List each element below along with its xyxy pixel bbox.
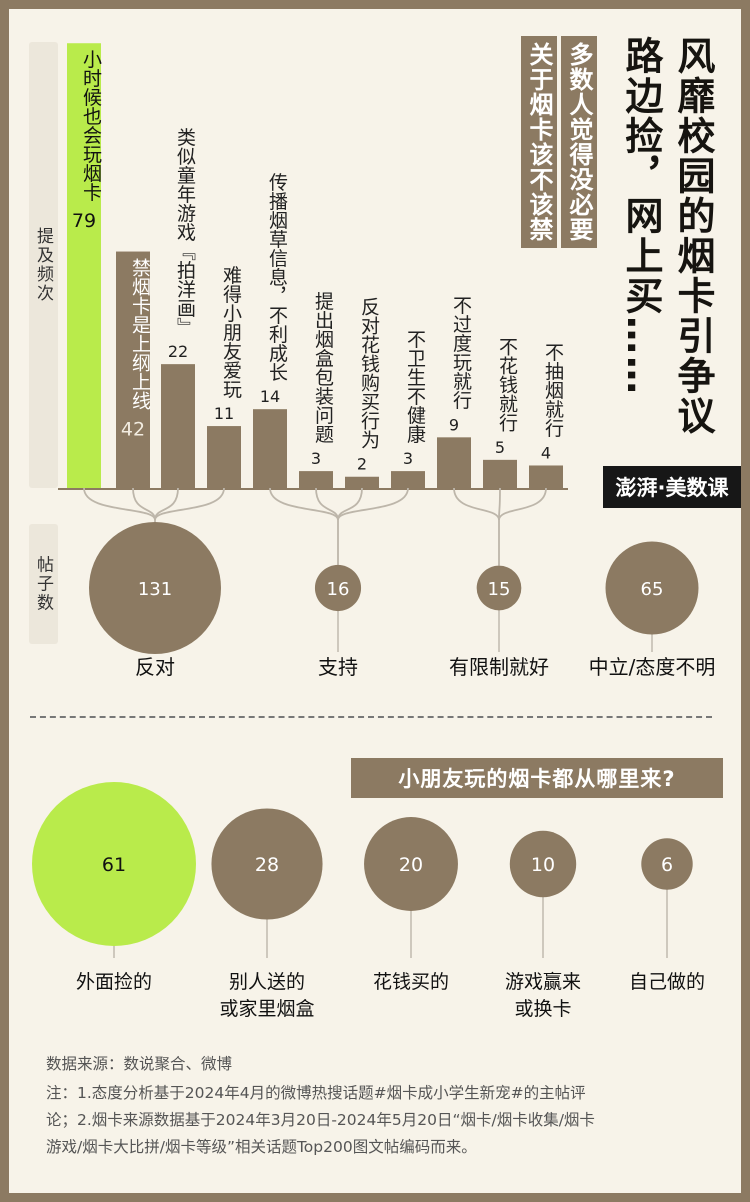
bar-value-1: 79: [72, 210, 96, 232]
connector-2-1: [269, 487, 339, 521]
bar-value-11: 4: [541, 443, 551, 462]
attitude-value-2: 16: [327, 579, 350, 600]
bubble-axis-label-box: 帖子数: [29, 524, 58, 644]
attitude-value-3: 15: [488, 579, 511, 600]
bar-label-8: 不卫生不健康: [404, 329, 426, 443]
source-label-1: 外面捡的: [76, 971, 152, 993]
connector-1-1: [83, 487, 156, 521]
source-bubble-3: [364, 817, 458, 911]
bar-value-2: 42: [121, 419, 145, 441]
bar-3: [161, 364, 195, 488]
data-source: 数据来源：数说聚合、微博: [46, 1055, 233, 1073]
bar-value-8: 3: [403, 449, 413, 468]
source-bubble-4: [509, 830, 577, 898]
attitude-label-3: 有限制就好: [449, 655, 549, 679]
bar-value-7: 2: [357, 455, 367, 474]
attitude-bubble-2: [314, 564, 362, 612]
bar-label-10: 不花钱就行: [496, 337, 518, 432]
bubble-axis-label: 帖子数: [33, 555, 53, 613]
bar-10: [483, 459, 517, 488]
footnote-line-2: 论；2.烟卡来源数据基于2024年3月20日-2024年5月20日“烟卡/烟卡收…: [46, 1111, 595, 1129]
bar-value-10: 5: [495, 438, 505, 457]
source-bubble-2: [211, 808, 323, 920]
attitude-bubble-3: [476, 565, 522, 611]
footnote-line-3: 游戏/烟卡大比拼/烟卡等级”相关话题Top200图文帖编码而来。: [46, 1138, 477, 1156]
bar-axis-label-box: 提及频次: [29, 42, 58, 488]
attitude-value-1: 131: [138, 579, 172, 600]
main-title-line-2: 路边捡，网上买……: [619, 36, 663, 396]
bar-label-3: 类似童年游戏『拍洋画』: [174, 127, 196, 336]
bar-value-9: 9: [449, 415, 459, 434]
attitude-label-2: 支持: [318, 655, 358, 679]
source-label-3: 花钱买的: [373, 971, 449, 993]
bar-label-6: 提出烟盒包装问题: [312, 291, 334, 443]
connector-2-2: [315, 487, 339, 521]
bar-6: [299, 471, 333, 488]
source-bubble-1: [32, 782, 196, 946]
source-value-1: 61: [102, 854, 126, 876]
bar-2: [116, 251, 150, 488]
bar-8: [391, 471, 425, 488]
source-label-4-2: 或换卡: [514, 998, 571, 1020]
attitude-label-4: 中立/态度不明: [589, 655, 716, 679]
footnote-line-1: 注：1.态度分析基于2024年4月的微博热搜话题#烟卡成小学生新宠#的主帖评: [46, 1084, 586, 1102]
connector-2-4: [337, 487, 409, 521]
source-value-3: 20: [399, 854, 423, 876]
source-label-5: 自己做的: [629, 971, 705, 993]
source-value-2: 28: [255, 854, 279, 876]
source-label-2-2: 或家里烟盒: [219, 998, 314, 1020]
brand-logo: 澎湃·美数课: [603, 466, 741, 508]
source-value-4: 10: [531, 854, 555, 876]
bar-label-1: 小时候也会玩烟卡: [80, 49, 102, 201]
bar-label-5: 传播烟草信息，不利成长: [266, 172, 288, 381]
attitude-label-1: 反对: [135, 655, 175, 679]
connector-3-2: [498, 487, 501, 521]
bar-label-7: 反对花钱购买行为: [358, 296, 380, 448]
bar-1: [67, 43, 101, 488]
subtitle-line-1: 多数人觉得没必要: [561, 36, 597, 248]
bar-9: [437, 437, 471, 488]
source-bubble-5: [641, 838, 693, 890]
connector-1-2: [132, 487, 156, 521]
connector-3-3: [498, 487, 547, 521]
section-divider: [30, 716, 712, 718]
main-title-line-1: 风靡校园的烟卡引争议: [671, 36, 715, 436]
source-chart-title: 小朋友玩的烟卡都从哪里来?: [351, 758, 723, 798]
attitude-value-4: 65: [641, 579, 664, 600]
source-label-2-1: 别人送的: [229, 971, 305, 993]
bar-axis-label: 提及频次: [33, 227, 53, 303]
bar-label-2: 禁烟卡是上纲上线: [129, 257, 151, 409]
bar-value-6: 3: [311, 449, 321, 468]
bar-label-4: 难得小朋友爱玩: [220, 265, 242, 398]
source-value-5: 6: [661, 854, 673, 876]
source-label-4-1: 游戏赢来: [505, 971, 581, 993]
bar-label-11: 不抽烟就行: [542, 342, 564, 437]
attitude-bubble-1: [89, 522, 221, 654]
connector-3-1: [453, 487, 500, 521]
bar-label-9: 不过度玩就行: [450, 295, 472, 409]
bar-value-3: 22: [168, 342, 188, 361]
bar-value-4: 11: [214, 404, 234, 423]
bar-11: [529, 465, 563, 488]
connector-1-4: [154, 487, 225, 521]
bar-5: [253, 409, 287, 488]
bar-value-5: 14: [260, 387, 280, 406]
bar-4: [207, 426, 241, 488]
attitude-bubble-4: [605, 541, 699, 635]
subtitle-line-2: 关于烟卡该不该禁: [521, 36, 557, 248]
bar-7: [345, 476, 379, 488]
